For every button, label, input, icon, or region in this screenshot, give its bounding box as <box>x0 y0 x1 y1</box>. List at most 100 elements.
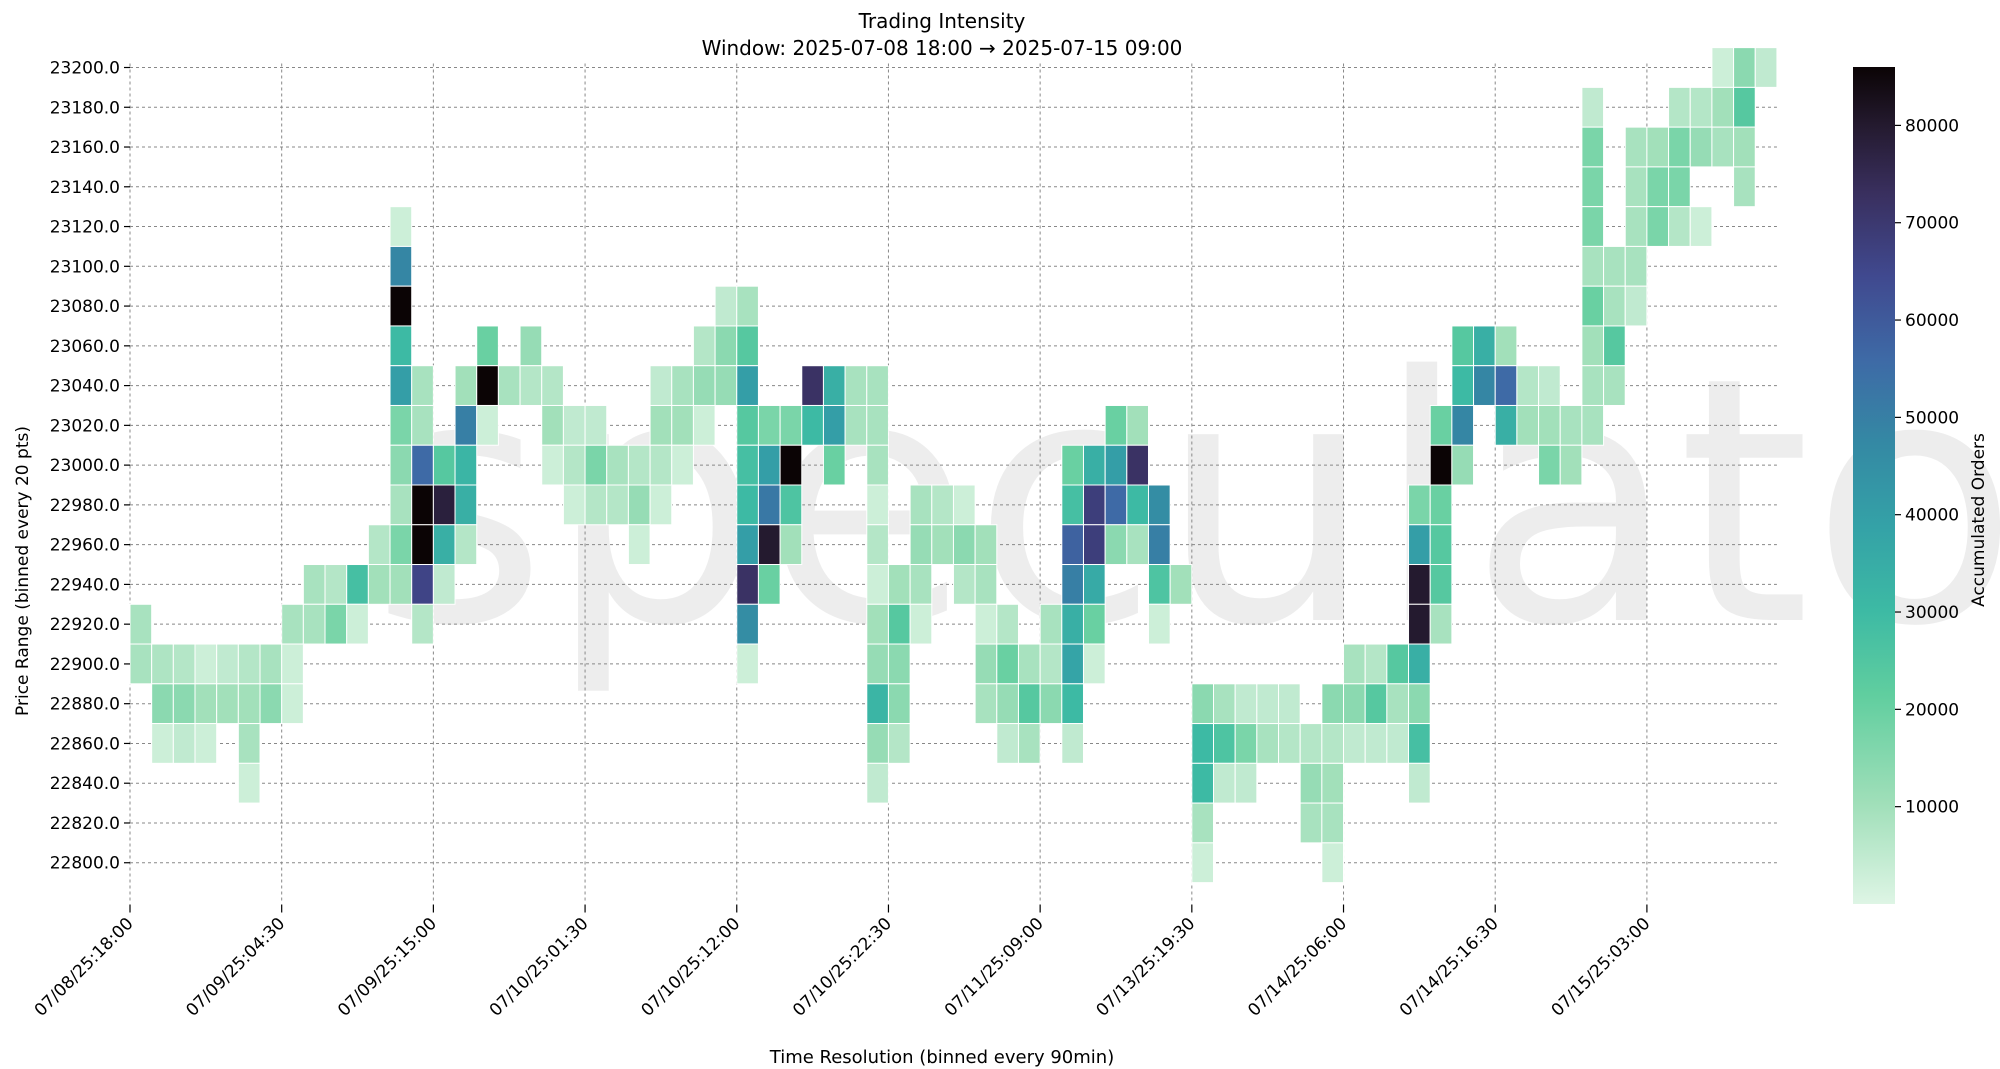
y-tick-label: 22980.0 <box>50 496 120 516</box>
heatmap-cell <box>1408 683 1431 725</box>
heatmap-cell <box>1451 365 1475 406</box>
heatmap-cell <box>1581 404 1605 446</box>
heatmap-cell <box>1126 444 1149 486</box>
heatmap-cell <box>216 683 239 725</box>
heatmap-cell <box>801 365 824 406</box>
heatmap-cell <box>1581 126 1605 168</box>
colorbar-tick-label: 60000 <box>1905 311 1959 331</box>
heatmap-cell <box>1624 166 1648 208</box>
heatmap-cell <box>1408 564 1431 605</box>
heatmap-cell <box>541 444 564 486</box>
heatmap-cell <box>866 484 889 526</box>
heatmap-cell <box>1733 166 1756 208</box>
heatmap-cell <box>844 404 868 446</box>
colorbar-tick-label: 30000 <box>1905 603 1959 623</box>
heatmap-cell <box>411 444 434 486</box>
heatmap-cell <box>1689 86 1713 128</box>
heatmap-cell <box>411 484 434 526</box>
heatmap-cell <box>757 444 781 486</box>
heatmap-cell <box>584 444 608 486</box>
heatmap-cell <box>1364 683 1388 725</box>
heatmap-cell <box>1191 762 1214 804</box>
colorbar-tick-label: 50000 <box>1905 408 1959 428</box>
heatmap-cell <box>1473 365 1496 406</box>
heatmap-cell <box>497 365 521 406</box>
heatmap-cell <box>302 564 326 605</box>
heatmap-cell <box>974 603 998 645</box>
y-tick-label: 23000.0 <box>50 456 120 476</box>
heatmap-cell <box>1364 643 1388 685</box>
heatmap-cell <box>801 404 824 446</box>
heatmap-cell <box>129 643 153 685</box>
heatmap-cell <box>1017 683 1041 725</box>
y-tick-label: 22920.0 <box>50 615 120 635</box>
heatmap-cell <box>909 603 933 645</box>
heatmap-cell <box>432 564 456 605</box>
heatmap-cell <box>1711 126 1735 168</box>
heatmap-cell <box>259 643 283 685</box>
heatmap-cell <box>562 444 586 486</box>
heatmap-cell <box>432 444 456 486</box>
heatmap-cells <box>129 47 1778 884</box>
heatmap-cell <box>1689 206 1713 247</box>
heatmap-cell <box>1711 86 1735 128</box>
x-tick-label: 07/10/25:12:00 <box>637 914 744 1021</box>
heatmap-cell <box>367 524 391 566</box>
heatmap-cell <box>887 643 911 685</box>
heatmap-cell <box>1061 683 1084 725</box>
heatmap-cell <box>1213 762 1236 804</box>
heatmap-cell <box>1733 47 1756 88</box>
heatmap-cell <box>931 524 954 566</box>
heatmap-cell <box>974 564 998 605</box>
heatmap-cell <box>692 404 716 446</box>
heatmap-cell <box>1213 723 1236 764</box>
y-axis-label: Price Range (binned every 20 pts) <box>13 426 33 716</box>
heatmap-cell <box>952 524 976 566</box>
heatmap-cell <box>1646 126 1670 168</box>
y-axis: 22800.0 22820.0 22840.0 22860.0 22880.0 22900… <box>50 59 130 874</box>
heatmap-cell <box>1603 325 1626 367</box>
colorbar-tick-label: 40000 <box>1905 506 1959 526</box>
heatmap-cell <box>1061 723 1084 764</box>
heatmap-cell <box>1451 444 1475 486</box>
heatmap-cell <box>281 643 304 685</box>
heatmap-cell <box>454 404 478 446</box>
heatmap-cell <box>1429 524 1453 566</box>
y-tick-label: 22960.0 <box>50 536 120 556</box>
heatmap-cell <box>129 603 153 645</box>
heatmap-cell <box>736 365 759 406</box>
heatmap-cell <box>1082 603 1106 645</box>
heatmap-cell <box>692 365 716 406</box>
heatmap-cell <box>1278 723 1301 764</box>
heatmap-cell <box>476 325 499 367</box>
heatmap-cell <box>562 404 586 446</box>
heatmap-cell <box>367 564 391 605</box>
heatmap-cell <box>1213 683 1236 725</box>
heatmap-cell <box>974 683 998 725</box>
heatmap-cell <box>216 643 239 685</box>
heatmap-cell <box>1624 206 1648 247</box>
heatmap-cell <box>974 643 998 685</box>
heatmap-cell <box>909 524 933 566</box>
heatmap-cell <box>324 564 348 605</box>
heatmap-cell <box>866 524 889 566</box>
heatmap-cell <box>779 524 803 566</box>
heatmap-cell <box>1061 643 1084 685</box>
x-tick-label: 07/10/25:01:30 <box>486 914 593 1021</box>
heatmap-cell <box>1603 285 1626 327</box>
heatmap-cell <box>172 683 196 725</box>
x-tick-label: 07/10/25:22:30 <box>789 914 896 1021</box>
colorbar-ticks: 10000 20000 30000 40000 50000 60000 70000 80000 <box>1895 116 1959 818</box>
x-axis: 07/08/25:18:00 07/09/25:04:30 07/09/25:15:… <box>31 904 1654 1021</box>
heatmap-cell <box>1061 603 1084 645</box>
heatmap-cell <box>1147 603 1171 645</box>
heatmap-cell <box>1104 524 1128 566</box>
heatmap-cell <box>151 683 174 725</box>
heatmap-cell <box>411 603 434 645</box>
heatmap-cell <box>1429 484 1453 526</box>
heatmap-cell <box>1082 564 1106 605</box>
heatmap-cell <box>952 564 976 605</box>
heatmap-cell <box>671 444 694 486</box>
heatmap-cell <box>887 723 911 764</box>
y-tick-label: 23160.0 <box>50 138 120 158</box>
